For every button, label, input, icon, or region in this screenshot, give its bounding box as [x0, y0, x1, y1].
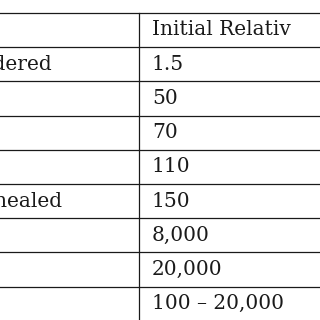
Text: 50: 50	[152, 89, 178, 108]
Text: 20,000: 20,000	[152, 260, 223, 279]
Text: 70: 70	[152, 123, 178, 142]
Text: nnealed: nnealed	[0, 192, 62, 211]
Text: 100 – 20,000: 100 – 20,000	[152, 294, 284, 313]
Text: ydered: ydered	[0, 55, 52, 74]
Text: 8,000: 8,000	[152, 226, 210, 245]
Text: Initial Relativ: Initial Relativ	[152, 20, 291, 39]
Text: 150: 150	[152, 192, 191, 211]
Text: 1.5: 1.5	[152, 55, 184, 74]
Text: 110: 110	[152, 157, 191, 176]
